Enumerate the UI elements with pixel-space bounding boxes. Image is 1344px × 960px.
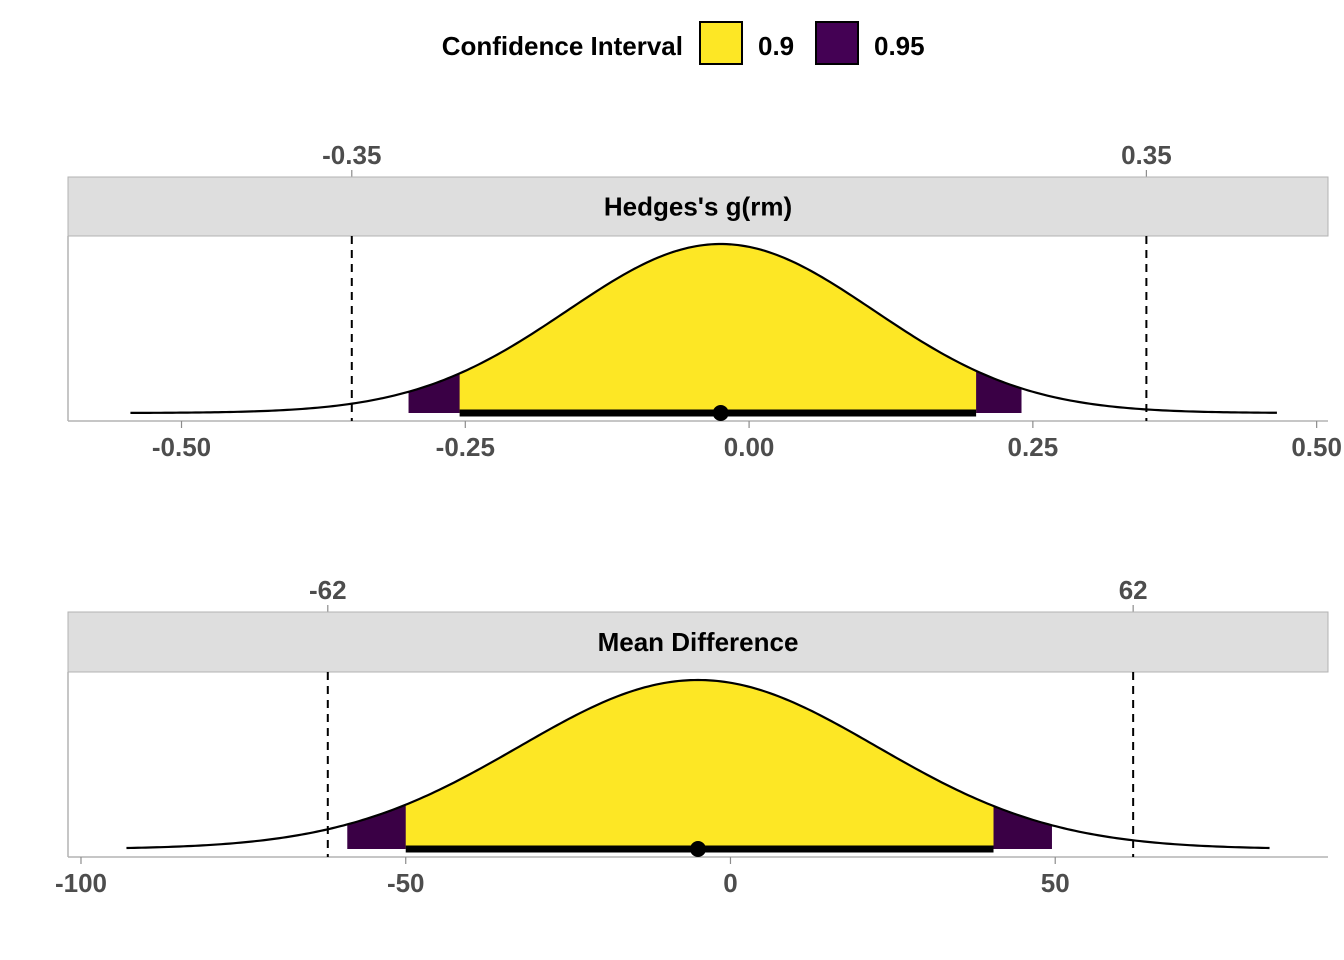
point-estimate: [712, 405, 729, 421]
x-tick-label: -50: [387, 868, 425, 898]
x-tick-label: 0: [723, 868, 737, 898]
legend-swatch-ci95: [815, 21, 859, 65]
ci90-region: [405, 680, 994, 849]
facet-title: Mean Difference: [598, 627, 799, 657]
x-tick-label: -100: [55, 868, 107, 898]
x-tick-label: 0.50: [1291, 432, 1342, 462]
legend-swatch-ci90: [699, 21, 743, 65]
legend-title: Confidence Interval: [442, 31, 683, 61]
legend-label-ci95: 0.95: [874, 31, 925, 61]
panels: -0.35 0.35 Hedges's g(rm) -0.50 -0.25 0.00 0.2…: [55, 140, 1342, 898]
density-curve: [126, 678, 1270, 850]
x-tick-label: -0.50: [152, 432, 211, 462]
bound-label: -0.35: [322, 140, 381, 170]
facet-strip: [67, 176, 1329, 237]
point-estimate: [690, 841, 706, 857]
panel-hedges: -0.35 0.35 Hedges's g(rm) -0.50 -0.25 0.00 0.2…: [67, 140, 1342, 462]
x-tick-label: 0.25: [1008, 432, 1059, 462]
legend: Confidence Interval 0.9 0.95: [442, 21, 925, 65]
x-tick-label: 50: [1041, 868, 1070, 898]
x-tick-label: -0.25: [436, 432, 495, 462]
facet-title: Hedges's g(rm): [604, 192, 792, 222]
ci90-region: [459, 244, 977, 413]
bound-label: 62: [1119, 575, 1148, 605]
density-curve: [130, 242, 1277, 414]
panel-mean-difference: -62 62 Mean Difference -100 -50 0 50: [55, 575, 1329, 898]
facet-strip: [67, 611, 1329, 673]
legend-label-ci90: 0.9: [758, 31, 794, 61]
bound-label: 0.35: [1121, 140, 1172, 170]
bound-label: -62: [309, 575, 347, 605]
x-tick-label: 0.00: [724, 432, 775, 462]
